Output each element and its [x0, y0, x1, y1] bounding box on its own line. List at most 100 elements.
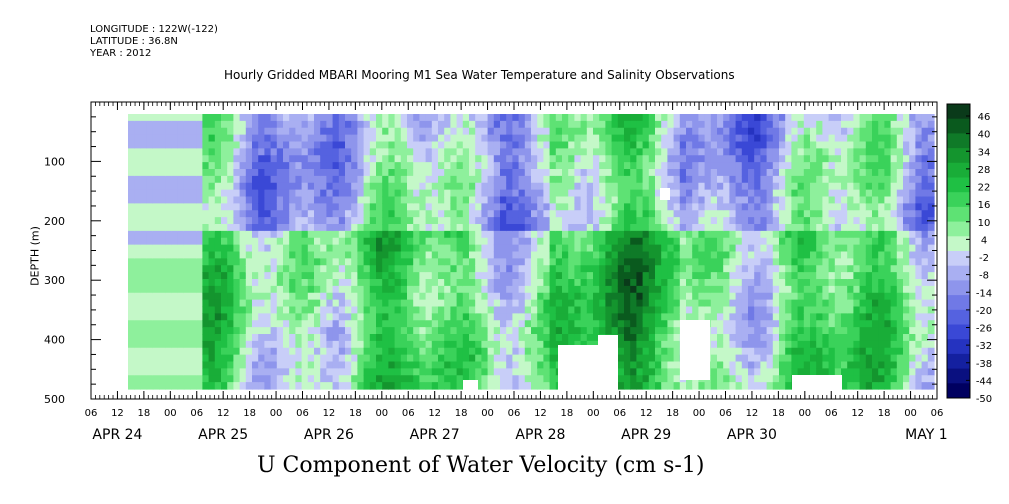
heatmap-cell [252, 230, 259, 239]
heatmap-cell [419, 120, 427, 129]
heatmap-cell [345, 251, 352, 259]
heatmap-cell [351, 382, 358, 390]
heatmap-cell [878, 134, 885, 143]
heatmap-cell [332, 285, 340, 294]
heatmap-cell [810, 306, 817, 314]
heatmap-cell [233, 203, 241, 211]
heatmap-cell [772, 196, 780, 204]
heatmap-cell [655, 203, 662, 211]
heatmap-cell [338, 217, 346, 225]
heatmap-cell [245, 244, 253, 253]
heatmap-cell [171, 120, 179, 129]
heatmap-cell [512, 127, 520, 136]
heatmap-cell [859, 354, 867, 363]
heatmap-cell [748, 258, 755, 266]
heatmap-cell [190, 354, 197, 363]
heatmap-cell [506, 292, 513, 301]
heatmap-cell [785, 258, 792, 266]
heatmap-cells [128, 114, 935, 390]
heatmap-cell [717, 327, 724, 335]
heatmap-cell [549, 265, 557, 273]
heatmap-cell [382, 230, 389, 239]
heatmap-cell [233, 354, 241, 363]
heatmap-cell [872, 265, 879, 273]
heatmap-cell [537, 141, 544, 149]
heatmap-cell [196, 127, 203, 136]
heatmap-cell [152, 368, 160, 376]
heatmap-cell [648, 320, 656, 328]
heatmap-cell [314, 265, 321, 273]
heatmap-cell [438, 162, 445, 170]
heatmap-cell [686, 279, 693, 287]
heatmap-cell [878, 210, 885, 218]
heatmap-cell [723, 368, 730, 376]
heatmap-cell [766, 382, 774, 390]
heatmap-cell [580, 251, 588, 259]
heatmap-cell [338, 306, 346, 314]
heatmap-cell [878, 196, 885, 204]
heatmap-cell [159, 114, 166, 122]
heatmap-cell [717, 368, 724, 376]
heatmap-cell [636, 313, 644, 321]
heatmap-cell [779, 292, 786, 301]
heatmap-cell [326, 189, 334, 198]
heatmap-cell [177, 230, 185, 239]
heatmap-cell [834, 224, 842, 232]
heatmap-cell [431, 155, 439, 163]
heatmap-cell [227, 375, 234, 383]
heatmap-cell [190, 306, 197, 314]
heatmap-cell [264, 148, 272, 156]
heatmap-cell [865, 196, 873, 204]
heatmap-cell [190, 114, 197, 122]
heatmap-cell [586, 292, 594, 301]
heatmap-cell [828, 327, 836, 335]
heatmap-cell [456, 313, 464, 321]
heatmap-cell [388, 169, 396, 177]
heatmap-cell [159, 272, 166, 280]
heatmap-cell [357, 189, 365, 198]
heatmap-cell [524, 162, 532, 170]
heatmap-cell [779, 134, 786, 143]
heatmap-cell [562, 258, 569, 266]
heatmap-cell [134, 340, 141, 349]
heatmap-cell [190, 189, 197, 198]
heatmap-cell [276, 182, 284, 191]
heatmap-cell [190, 334, 197, 342]
heatmap-cell [196, 292, 203, 301]
heatmap-cell [735, 334, 743, 342]
heatmap-cell [834, 217, 842, 225]
heatmap-cell [741, 114, 749, 122]
heatmap-cell [896, 224, 904, 232]
heatmap-cell [388, 347, 396, 356]
heatmap-cell [140, 189, 148, 198]
heatmap-cell [475, 292, 482, 301]
heatmap-cell [326, 279, 334, 287]
heatmap-cell [698, 169, 706, 177]
heatmap-cell [642, 244, 650, 253]
heatmap-cell [605, 237, 613, 246]
heatmap-cell [419, 368, 427, 376]
heatmap-cell [791, 237, 799, 246]
heatmap-cell [450, 368, 458, 376]
heatmap-cell [438, 368, 445, 376]
heatmap-cell [140, 175, 148, 184]
heatmap-cell [822, 141, 830, 149]
heatmap-cell [785, 127, 792, 136]
heatmap-cell [524, 203, 532, 211]
heatmap-cell [562, 244, 569, 253]
heatmap-cell [345, 306, 352, 314]
heatmap-cell [754, 162, 761, 170]
heatmap-cell [878, 182, 885, 191]
heatmap-cell [252, 203, 259, 211]
heatmap-cell [152, 299, 160, 308]
heatmap-cell [239, 224, 247, 232]
heatmap-cell [276, 120, 284, 129]
heatmap-cell [704, 127, 712, 136]
heatmap-cell [803, 265, 811, 273]
heatmap-cell [896, 162, 904, 170]
heatmap-cell [500, 272, 507, 280]
heatmap-cell [345, 217, 352, 225]
heatmap-cell [456, 210, 464, 218]
heatmap-cell [853, 148, 861, 156]
heatmap-cell [710, 189, 718, 198]
